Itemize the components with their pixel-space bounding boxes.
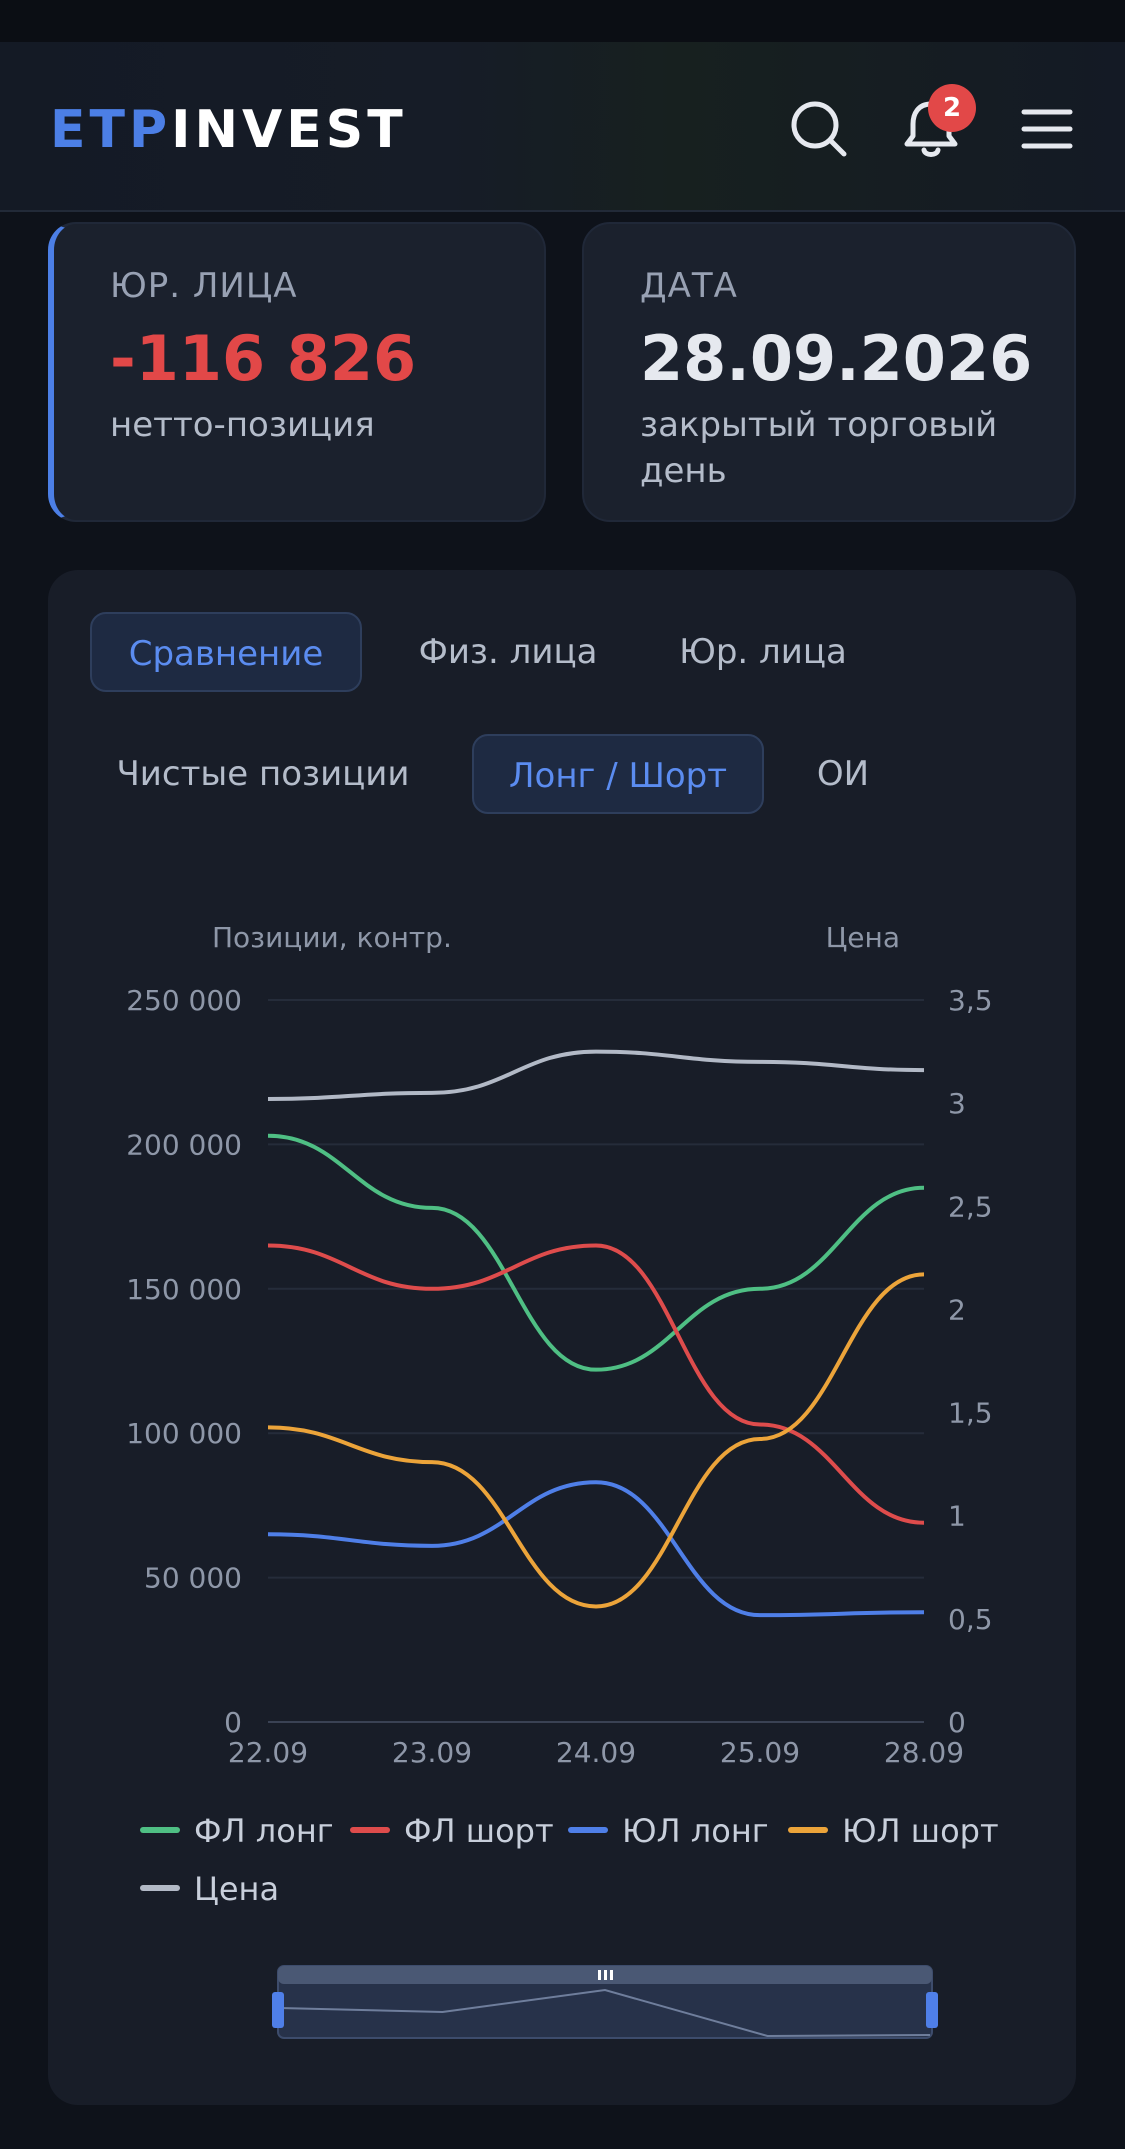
legend-label: ФЛ шорт [404,1812,554,1850]
series-line-ФЛ лонг [267,1133,925,1372]
legend-swatch [140,1885,180,1891]
legend-item[interactable]: ФЛ шорт [350,1812,554,1850]
series-line-ЮЛ шорт [267,1272,925,1609]
legend-item[interactable]: ЮЛ лонг [568,1812,769,1850]
card-caption: ЮР. ЛИЦА [110,266,298,306]
series-line-Цена [267,1049,925,1102]
drag-grip-icon[interactable] [598,1970,613,1980]
x-tick-label: 28.09 [884,1736,964,1769]
notification-badge: 2 [928,84,976,132]
net-position-value: -116 826 [110,322,417,395]
tab-legal-entities[interactable]: Юр. лица [679,632,847,672]
legend-item[interactable]: Цена [140,1870,279,1908]
legal-entities-card: ЮР. ЛИЦА -116 826 нетто-позиция [48,222,546,522]
y-tick-label: 200 000 [126,1128,242,1161]
y-tick-label: 150 000 [126,1273,242,1306]
legend-swatch [568,1827,608,1833]
card-caption: ДАТА [640,266,738,306]
card-subtitle: нетто-позиция [110,405,375,445]
x-tick-label: 25.09 [720,1736,800,1769]
legend-label: ЮЛ лонг [622,1812,769,1850]
date-value: 28.09.2026 [640,322,1033,395]
x-tick-label: 24.09 [556,1736,636,1769]
range-handle-right[interactable] [926,1992,938,2028]
tab-individuals[interactable]: Физ. лица [418,632,598,672]
logo-part-invest: INVEST [171,100,407,160]
y2-tick-label: 3,5 [948,984,993,1017]
status-bar [0,0,1125,42]
menu-icon[interactable] [1014,96,1080,162]
legend-swatch [350,1827,390,1833]
legend-swatch [140,1827,180,1833]
x-tick-label: 23.09 [392,1736,472,1769]
legend-item[interactable]: ЮЛ шорт [788,1812,999,1850]
legend-label: ЮЛ шорт [842,1812,999,1850]
legend-swatch [788,1827,828,1833]
y2-tick-label: 3 [948,1087,966,1120]
subtab-open-interest[interactable]: ОИ [816,754,870,794]
tab-comparison[interactable]: Сравнение [90,612,362,692]
subtab-net-positions[interactable]: Чистые позиции [116,754,410,794]
series-line-ФЛ шорт [267,1243,925,1525]
search-icon[interactable] [786,96,852,162]
left-axis-title: Позиции, контр. [212,921,452,954]
y-tick-label: 50 000 [144,1562,242,1595]
y2-tick-label: 0,5 [948,1603,993,1636]
app-header: ETPINVEST 2 [0,42,1125,212]
range-handle-left[interactable] [272,1992,284,2028]
right-axis-title: Цена [826,921,900,954]
y-tick-label: 0 [224,1706,242,1739]
y2-tick-label: 2,5 [948,1190,993,1223]
range-preview-line [279,1988,931,2038]
y2-tick-label: 0 [948,1706,966,1739]
legend-label: Цена [194,1870,279,1908]
y-tick-label: 100 000 [126,1417,242,1450]
y-tick-label: 250 000 [126,984,242,1017]
range-slider[interactable] [272,1965,938,2039]
logo[interactable]: ETPINVEST [50,100,407,160]
y2-tick-label: 1,5 [948,1397,993,1430]
card-subtitle: закрытый торговый день [640,405,998,491]
chart-panel: Сравнение Физ. лица Юр. лица Чистые пози… [48,570,1076,2105]
logo-part-etp: ETP [50,100,172,160]
x-tick-label: 22.09 [228,1736,308,1769]
date-card: ДАТА 28.09.2026 закрытый торговый день [582,222,1076,522]
y2-tick-label: 1 [948,1500,966,1533]
series-line-ЮЛ лонг [267,1480,925,1618]
legend-label: ФЛ лонг [194,1812,334,1850]
subtab-long-short[interactable]: Лонг / Шорт [472,734,764,814]
long-short-chart: Позиции, контр. Цена 0 50 000 100 000 150 000… [126,921,999,2039]
legend-item[interactable]: ФЛ лонг [140,1812,334,1850]
y2-tick-label: 2 [948,1293,966,1326]
